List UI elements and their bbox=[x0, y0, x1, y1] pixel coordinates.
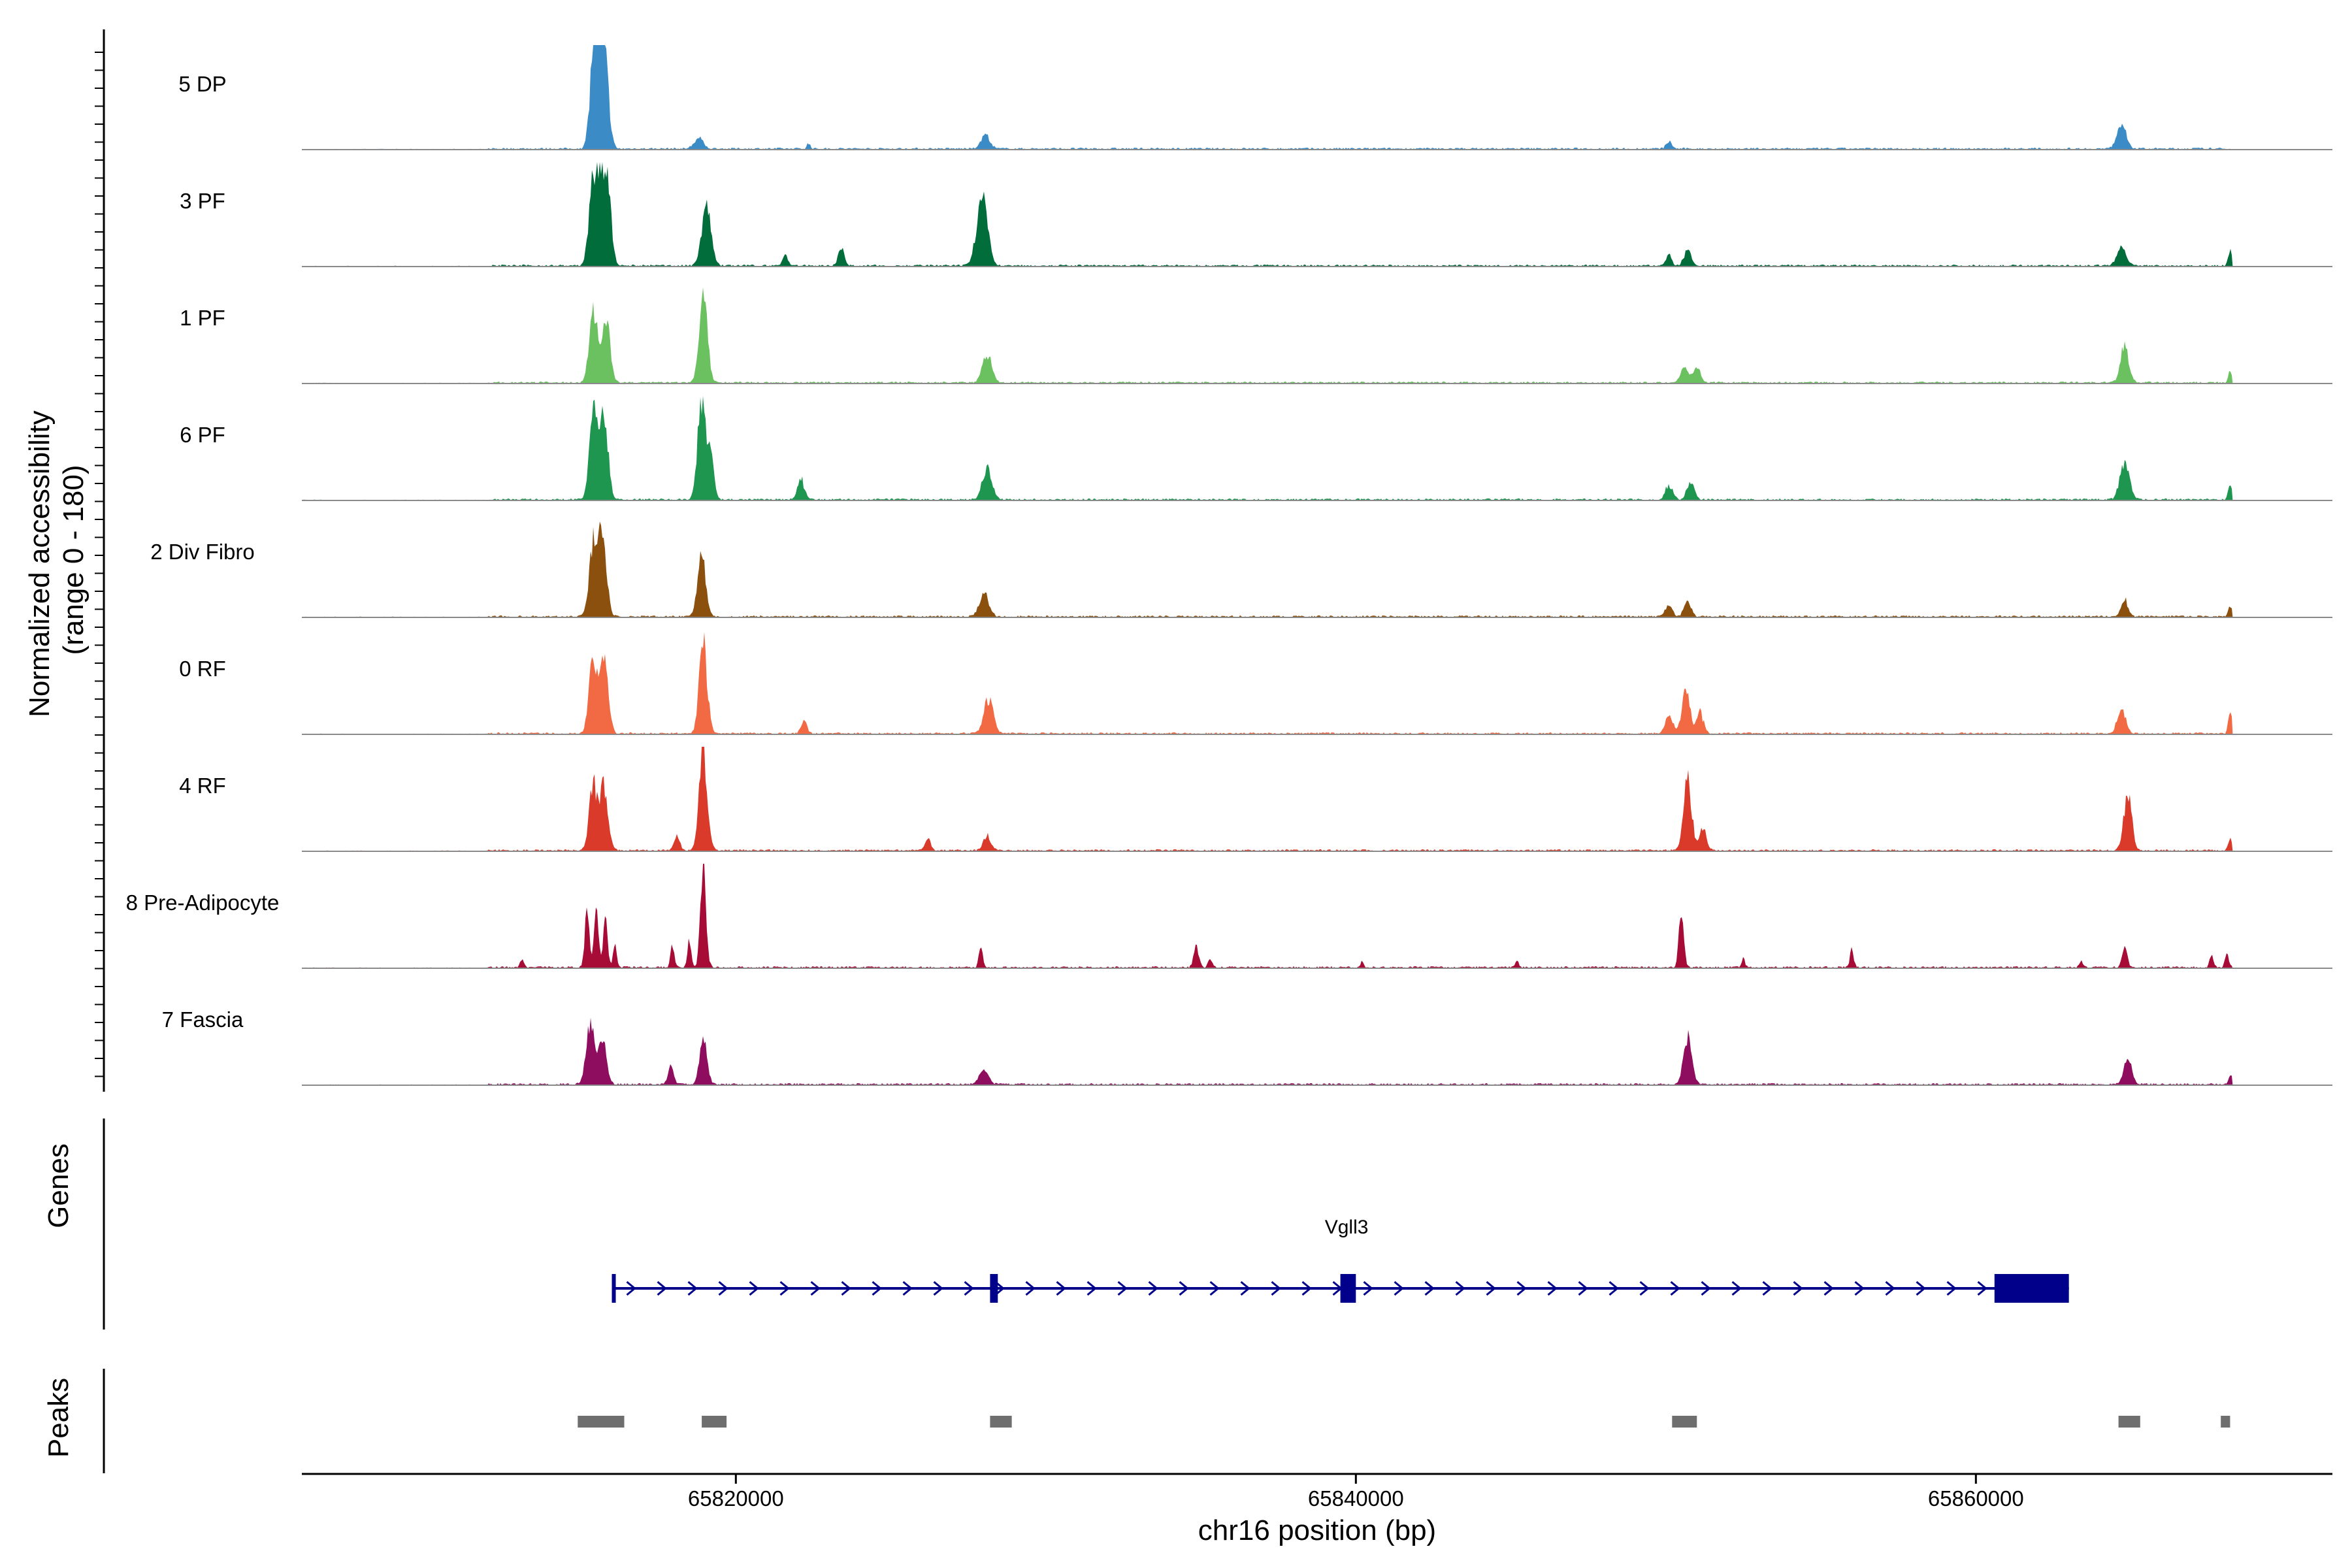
track-label: 6 PF bbox=[180, 423, 225, 447]
track-label: 5 DP bbox=[178, 72, 226, 96]
strand-arrow bbox=[1854, 1281, 1865, 1296]
strand-arrow bbox=[1670, 1281, 1680, 1296]
strand-arrow bbox=[1455, 1281, 1465, 1296]
strand-arrow bbox=[1025, 1281, 1036, 1296]
strand-arrow bbox=[1117, 1281, 1128, 1296]
strand-arrow bbox=[1424, 1281, 1435, 1296]
gene-exon bbox=[612, 1274, 616, 1303]
strand-arrow bbox=[964, 1281, 974, 1296]
track-signal bbox=[302, 45, 2233, 150]
x-tick-label: 65840000 bbox=[1308, 1486, 1404, 1511]
strand-arrow bbox=[1516, 1281, 1527, 1296]
x-tick-label: 65860000 bbox=[1928, 1486, 2024, 1511]
gene-track: Vgll3 bbox=[612, 1217, 2069, 1303]
strand-arrow bbox=[1271, 1281, 1281, 1296]
strand-arrow bbox=[779, 1281, 790, 1296]
track-label: 2 Div Fibro bbox=[150, 540, 255, 564]
coverage-tracks: 5 DP 3 PF 1 PF 6 PF 2 Div Fibro 0 RF 4 RF 8 Pre… bbox=[126, 45, 2332, 1086]
peak-region bbox=[578, 1416, 625, 1428]
track-label: 1 PF bbox=[180, 306, 225, 330]
track-5-dp: 5 DP bbox=[178, 45, 2332, 150]
strand-arrow bbox=[1823, 1281, 1834, 1296]
y-axis-title-line2: (range 0 - 180) bbox=[57, 465, 90, 655]
strand-arrow bbox=[1547, 1281, 1558, 1296]
strand-arrow bbox=[1793, 1281, 1803, 1296]
strand-arrow bbox=[810, 1281, 821, 1296]
x-tick-label: 65820000 bbox=[688, 1486, 784, 1511]
genes-panel-title: Genes bbox=[42, 1143, 74, 1228]
gene-exon bbox=[1994, 1274, 2069, 1303]
strand-arrow bbox=[1639, 1281, 1650, 1296]
track-signal bbox=[302, 864, 2233, 968]
track-3-pf: 3 PF bbox=[180, 162, 2332, 267]
peak-region bbox=[2118, 1416, 2140, 1428]
track-4-rf: 4 RF bbox=[179, 747, 2332, 852]
track-label: 3 PF bbox=[180, 189, 225, 213]
strand-arrow bbox=[1209, 1281, 1220, 1296]
strand-arrow bbox=[626, 1281, 636, 1296]
strand-arrow bbox=[1701, 1281, 1711, 1296]
strand-arrow bbox=[902, 1281, 913, 1296]
y-axis-title: Normalized accessibility (range 0 - 180) bbox=[24, 402, 90, 717]
strand-arrow bbox=[1578, 1281, 1588, 1296]
peak-region bbox=[702, 1416, 727, 1428]
strand-arrow bbox=[1486, 1281, 1496, 1296]
y-axis-title-line1: Normalized accessibility bbox=[24, 410, 56, 717]
track-signal bbox=[302, 632, 2233, 734]
strand-arrow bbox=[1301, 1281, 1312, 1296]
x-axis-ticks: 65820000 65840000 65860000 bbox=[688, 1474, 2024, 1511]
strand-arrow bbox=[687, 1281, 698, 1296]
strand-arrow bbox=[933, 1281, 943, 1296]
strand-arrow bbox=[1762, 1281, 1772, 1296]
track-signal bbox=[302, 521, 2233, 617]
peak-region bbox=[990, 1416, 1012, 1428]
strand-arrow bbox=[718, 1281, 728, 1296]
strand-arrow bbox=[872, 1281, 882, 1296]
strand-arrow bbox=[1977, 1281, 1987, 1296]
peak-region bbox=[2221, 1416, 2230, 1428]
strand-arrow bbox=[1086, 1281, 1097, 1296]
strand-arrow bbox=[1363, 1281, 1373, 1296]
track-1-pf: 1 PF bbox=[180, 287, 2332, 384]
track-signal bbox=[302, 1017, 2233, 1085]
gene-name-vgll3: Vgll3 bbox=[1325, 1217, 1369, 1238]
track-7-fascia: 7 Fascia bbox=[162, 1007, 2332, 1086]
peak-region bbox=[1672, 1416, 1697, 1428]
peaks-panel-title: Peaks bbox=[42, 1378, 74, 1458]
gene-exon bbox=[990, 1274, 998, 1303]
track-label: 0 RF bbox=[179, 657, 226, 681]
strand-arrow bbox=[1179, 1281, 1189, 1296]
strand-arrow bbox=[1394, 1281, 1404, 1296]
x-axis-title: chr16 position (bp) bbox=[1198, 1514, 1436, 1546]
strand-arrow bbox=[1885, 1281, 1895, 1296]
track-6-pf: 6 PF bbox=[180, 396, 2332, 501]
track-8-pre-adipocyte: 8 Pre-Adipocyte bbox=[126, 864, 2332, 969]
strand-arrow bbox=[657, 1281, 667, 1296]
track-label: 7 Fascia bbox=[162, 1007, 244, 1032]
track-0-rf: 0 RF bbox=[179, 632, 2332, 735]
track-label: 8 Pre-Adipocyte bbox=[126, 890, 280, 915]
strand-arrow bbox=[1609, 1281, 1619, 1296]
strand-arrow bbox=[1916, 1281, 1926, 1296]
strand-arrow bbox=[1148, 1281, 1158, 1296]
track-signal bbox=[302, 396, 2233, 500]
track-signal bbox=[302, 162, 2233, 267]
gene-exon bbox=[1340, 1274, 1356, 1303]
strand-arrow bbox=[841, 1281, 851, 1296]
strand-arrow bbox=[1946, 1281, 1957, 1296]
track-signal bbox=[302, 747, 2233, 851]
strand-arrow bbox=[749, 1281, 759, 1296]
strand-arrow bbox=[1056, 1281, 1066, 1296]
strand-arrow bbox=[994, 1281, 1005, 1296]
track-label: 4 RF bbox=[179, 774, 226, 798]
strand-arrow bbox=[1731, 1281, 1742, 1296]
strand-arrow bbox=[1240, 1281, 1250, 1296]
track-2-div-fibro: 2 Div Fibro bbox=[150, 521, 2332, 618]
track-signal bbox=[302, 287, 2233, 384]
peak-region-track bbox=[578, 1416, 2230, 1428]
tracks-left-axis bbox=[95, 29, 105, 1092]
